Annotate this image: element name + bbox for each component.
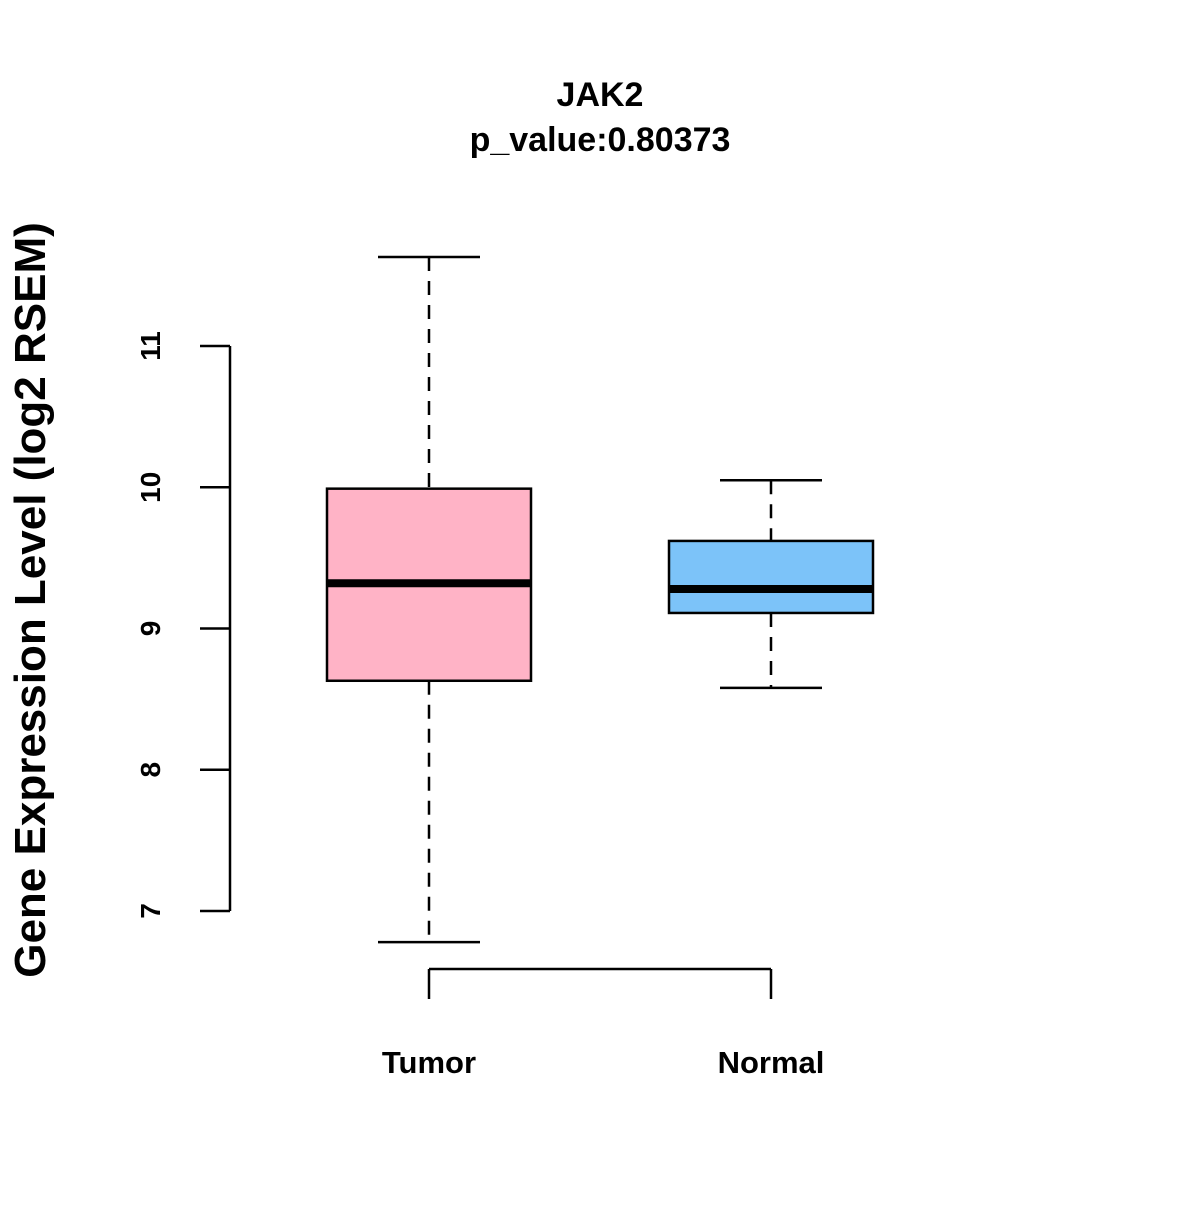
box-tumor: [325, 255, 533, 944]
y-tick-label: 11: [135, 331, 166, 361]
y-tick-label: 7: [135, 903, 166, 919]
category-label-tumor: Tumor: [382, 1045, 476, 1080]
box-normal: [667, 478, 875, 690]
category-label-normal: Normal: [718, 1045, 825, 1080]
y-axis-label: Gene Expression Level (log2 RSEM): [6, 222, 55, 978]
y-tick-label: 8: [135, 762, 166, 778]
y-axis-ticks: 7 8 9 10 11: [135, 331, 230, 919]
iqr-box: [667, 539, 875, 615]
chart-subtitle: p_value:0.80373: [470, 121, 731, 159]
category-labels: Tumor Normal: [382, 1045, 824, 1080]
y-tick-label: 10: [135, 472, 166, 503]
chart-title: JAK2: [557, 76, 644, 114]
y-tick-label: 9: [135, 621, 166, 637]
box-group: [325, 255, 875, 944]
comparison-bracket: [427, 967, 773, 999]
